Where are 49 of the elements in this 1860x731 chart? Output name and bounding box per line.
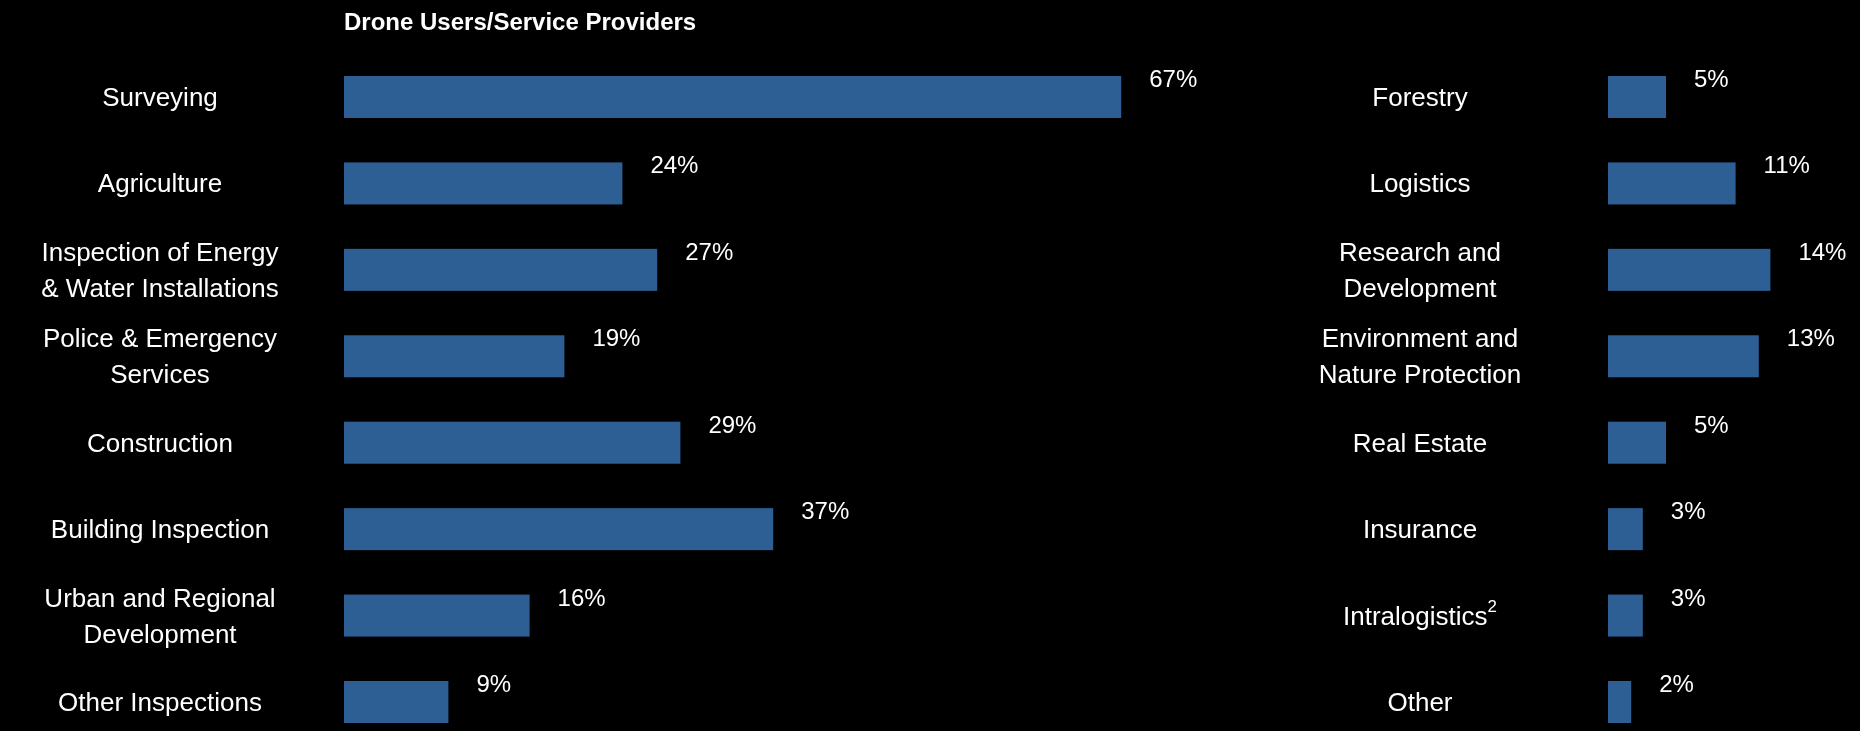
y-tick-label: Research and Development [1339, 236, 1501, 303]
data-label: 9% [476, 670, 512, 697]
y-tick-label: Insurance [1362, 514, 1478, 545]
bar [1608, 76, 1666, 118]
bar [1608, 248, 1771, 291]
data-label: 16% [557, 583, 606, 611]
data-label: 3% [1670, 583, 1706, 611]
bar [344, 681, 449, 723]
y-tick-label: Forestry [1372, 82, 1468, 112]
y-tick-label: Urban and Regional Development [44, 582, 276, 649]
bar [1608, 681, 1632, 723]
bar [344, 508, 774, 551]
y-tick-label: Construction [87, 427, 233, 458]
y-tick-label: Environment and Nature Protection [1318, 323, 1522, 390]
data-label: 19% [592, 324, 641, 352]
data-label: 5% [1694, 65, 1729, 92]
y-tick-label: Other Inspections [58, 687, 262, 717]
data-label: 37% [801, 497, 850, 525]
data-label: 3% [1670, 497, 1706, 525]
y-tick-label: Intralogistics$^{2}$ [1343, 596, 1497, 631]
data-label: 67% [1149, 65, 1198, 92]
y-tick-label: Building Inspection [50, 514, 270, 545]
data-label: 5% [1694, 410, 1729, 438]
bar [344, 162, 623, 205]
bar [344, 594, 530, 637]
data-label: 27% [685, 237, 734, 265]
bar [1608, 162, 1736, 205]
y-tick-label: Logistics [1369, 168, 1471, 199]
data-label: 13% [1786, 324, 1835, 352]
bar [344, 76, 1122, 118]
data-label: 29% [708, 410, 757, 438]
data-label: 11% [1763, 151, 1810, 179]
y-tick-label: Police & Emergency Services [42, 323, 278, 390]
chart-title: Drone Users/Service Providers [344, 8, 697, 35]
bar [1608, 508, 1643, 551]
bar [1608, 421, 1666, 464]
bar [344, 421, 681, 464]
bar [344, 335, 565, 378]
data-label: 14% [1798, 237, 1847, 265]
data-label: 24% [650, 151, 699, 179]
y-tick-label: Other [1387, 687, 1453, 717]
y-tick-label: Surveying [102, 82, 218, 112]
y-tick-label: Inspection of Energy & Water Installations [41, 236, 279, 303]
bar [1608, 335, 1759, 378]
y-tick-label: Real Estate [1352, 427, 1488, 458]
bar [344, 248, 658, 291]
y-tick-label: Agriculture [97, 168, 223, 199]
data-label: 2% [1659, 670, 1694, 697]
bar [1608, 594, 1643, 637]
